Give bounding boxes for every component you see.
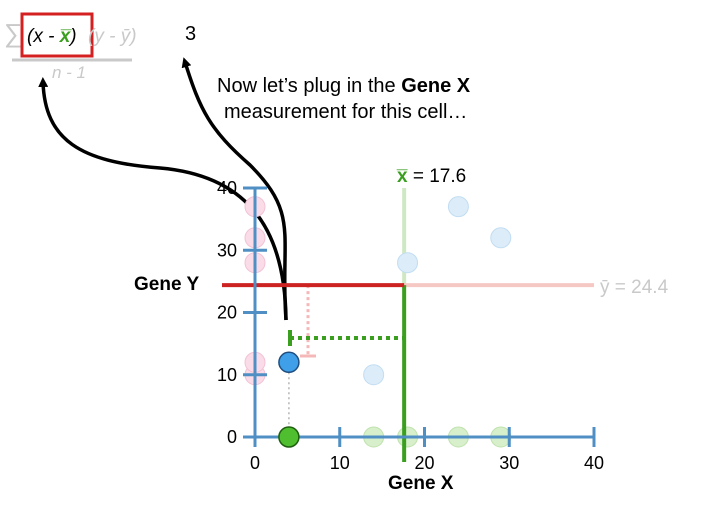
arrow-to-value (181, 57, 288, 321)
callout-arrows (38, 57, 288, 321)
y-tick-label: 10 (217, 365, 237, 385)
formula-x-term-open: (x - (27, 26, 60, 47)
x-axis-title: Gene X (388, 473, 454, 494)
sigma-symbol: ∑ (4, 18, 23, 48)
highlighted-x-projection (278, 426, 300, 448)
mean-x-symbol: x̅ (396, 166, 408, 187)
annotation-line-1-prefix: Now let’s plug in the (217, 75, 401, 97)
points-layer (278, 196, 512, 448)
highlighted-point (278, 351, 300, 374)
formula-value: 3 (185, 23, 196, 45)
covariance-formula: ∑ (x - x̅) (y - ȳ) n - 1 3 (4, 12, 196, 82)
data-point (363, 364, 385, 386)
x-tick-label: 30 (499, 453, 519, 473)
data-point (490, 227, 512, 249)
y-tick-label: 0 (227, 427, 237, 447)
data-point (397, 252, 419, 274)
formula-denominator: n - 1 (52, 63, 86, 82)
annotation-line-1-bold: Gene X (401, 75, 471, 97)
arrow-to-formula-term (38, 77, 288, 321)
annotation-line-2: measurement for this cell… (224, 101, 467, 123)
annotation-line-1: Now let’s plug in the Gene X (217, 75, 471, 97)
mean-lines-layer (222, 283, 407, 462)
mean-y-label: ȳ = 24.4 (600, 277, 669, 298)
highlight-box (20, 12, 94, 58)
x-tick-label: 10 (330, 453, 350, 473)
y-tick-label: 30 (217, 240, 237, 260)
mean-x-value: = 17.6 (408, 166, 467, 187)
y-tick-label: 40 (217, 178, 237, 198)
x-tick-label: 40 (584, 453, 604, 473)
y-axis-title: Gene Y (134, 274, 199, 295)
formula-x-mean: x̅ (59, 26, 73, 47)
formula-x-term: (x - x̅) (27, 26, 77, 47)
formula-x-term-close: ) (68, 26, 76, 47)
annotation: Now let’s plug in the Gene X measurement… (217, 75, 471, 123)
projection-layer (244, 188, 594, 448)
data-point (447, 196, 469, 218)
axes-layer: 0 10 20 30 40 0 10 20 30 40 (217, 178, 604, 473)
x-tick-label: 0 (250, 453, 260, 473)
x-tick-label: 20 (414, 453, 434, 473)
formula-y-term: (y - ȳ) (88, 26, 137, 47)
mean-x-label: x̅ = 17.6 (396, 166, 466, 187)
y-tick-label: 20 (217, 303, 237, 323)
